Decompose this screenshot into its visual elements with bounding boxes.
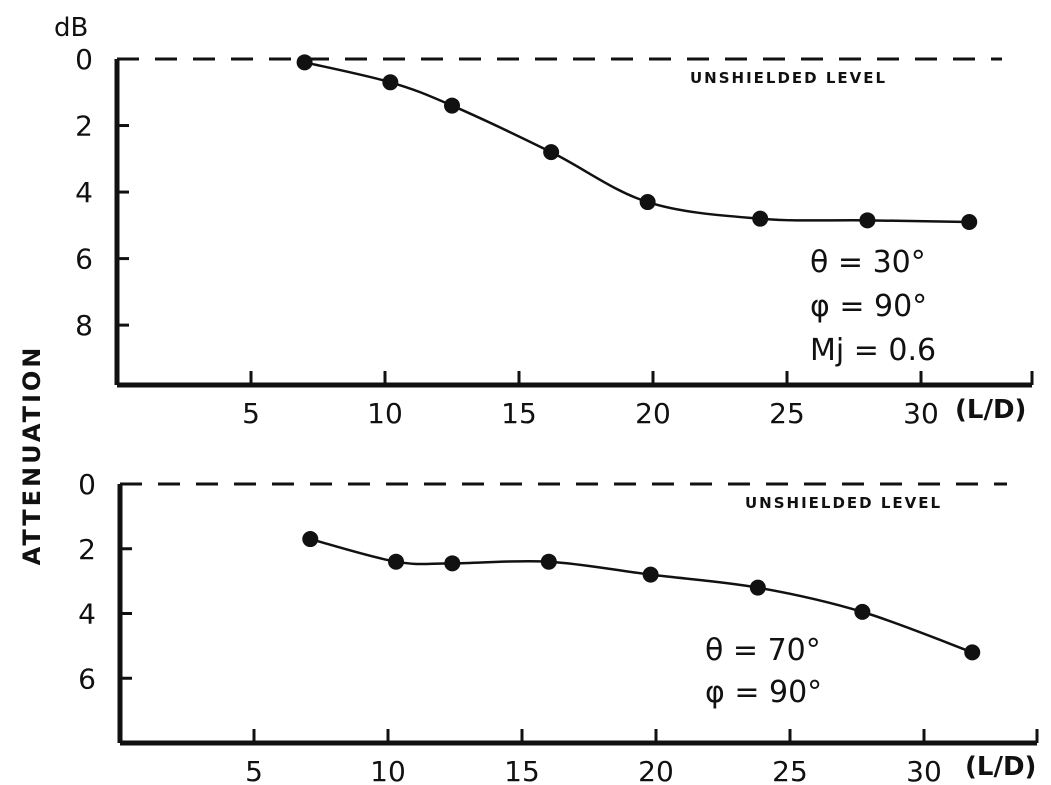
data-point xyxy=(388,553,405,570)
attenuation-curve xyxy=(309,537,973,654)
param-mach: Mj = 0.6 xyxy=(810,333,936,368)
y-tick-label: 6 xyxy=(75,243,93,276)
x-axis-unit-label: (L/D) xyxy=(965,752,1036,782)
data-point xyxy=(302,531,319,548)
y-tick-label: 4 xyxy=(78,598,96,631)
data-point xyxy=(964,644,981,661)
data-point xyxy=(859,212,876,229)
data-point xyxy=(854,603,871,620)
x-tick-label: 20 xyxy=(635,397,671,430)
bottom-panel: UNSHIELDED LEVEL θ = 70° φ = 90° (L/D) 0… xyxy=(78,468,1039,785)
x-tick-label: 5 xyxy=(245,755,263,785)
y-tick-label: 0 xyxy=(75,43,93,76)
y-tick-label: 0 xyxy=(78,468,96,501)
data-point xyxy=(642,566,659,583)
x-tick-label: 20 xyxy=(638,755,674,785)
y-tick-label: 8 xyxy=(75,309,93,342)
param-theta: θ = 30° xyxy=(810,245,926,280)
x-tick-label: 10 xyxy=(370,755,406,785)
data-point xyxy=(961,214,978,230)
data-point xyxy=(752,210,769,227)
y-unit-label: dB xyxy=(54,13,88,43)
x-tick-label: 30 xyxy=(906,755,942,785)
data-point xyxy=(444,555,461,572)
x-axis-unit-label: (L/D) xyxy=(955,395,1026,425)
x-tick-label: 5 xyxy=(242,397,260,430)
data-point xyxy=(749,579,766,596)
unshielded-level-label: UNSHIELDED LEVEL xyxy=(745,494,942,512)
param-theta: θ = 70° xyxy=(705,633,821,668)
data-point xyxy=(639,194,656,211)
data-point xyxy=(540,553,557,570)
data-point xyxy=(296,54,313,71)
y-tick-label: 4 xyxy=(75,176,93,209)
data-point xyxy=(543,144,560,161)
param-phi: φ = 90° xyxy=(810,289,927,324)
x-tick-label: 10 xyxy=(367,397,403,430)
unshielded-level-label: UNSHIELDED LEVEL xyxy=(690,69,887,87)
y-tick-label: 2 xyxy=(75,110,93,143)
top-panel: UNSHIELDED LEVEL θ = 30° φ = 90° Mj = 0.… xyxy=(75,43,1034,430)
data-point xyxy=(444,97,460,114)
x-tick-label: 25 xyxy=(769,397,805,430)
x-tick-label: 15 xyxy=(504,755,540,785)
y-tick-label: 6 xyxy=(78,662,96,695)
x-tick-label: 30 xyxy=(903,397,939,430)
param-phi: φ = 90° xyxy=(705,675,822,710)
y-axis-title: ATTENUATION xyxy=(18,345,46,566)
x-tick-label: 25 xyxy=(772,755,808,785)
x-tick-label: 15 xyxy=(501,397,537,430)
data-point xyxy=(382,74,399,91)
y-tick-label: 2 xyxy=(78,533,96,566)
